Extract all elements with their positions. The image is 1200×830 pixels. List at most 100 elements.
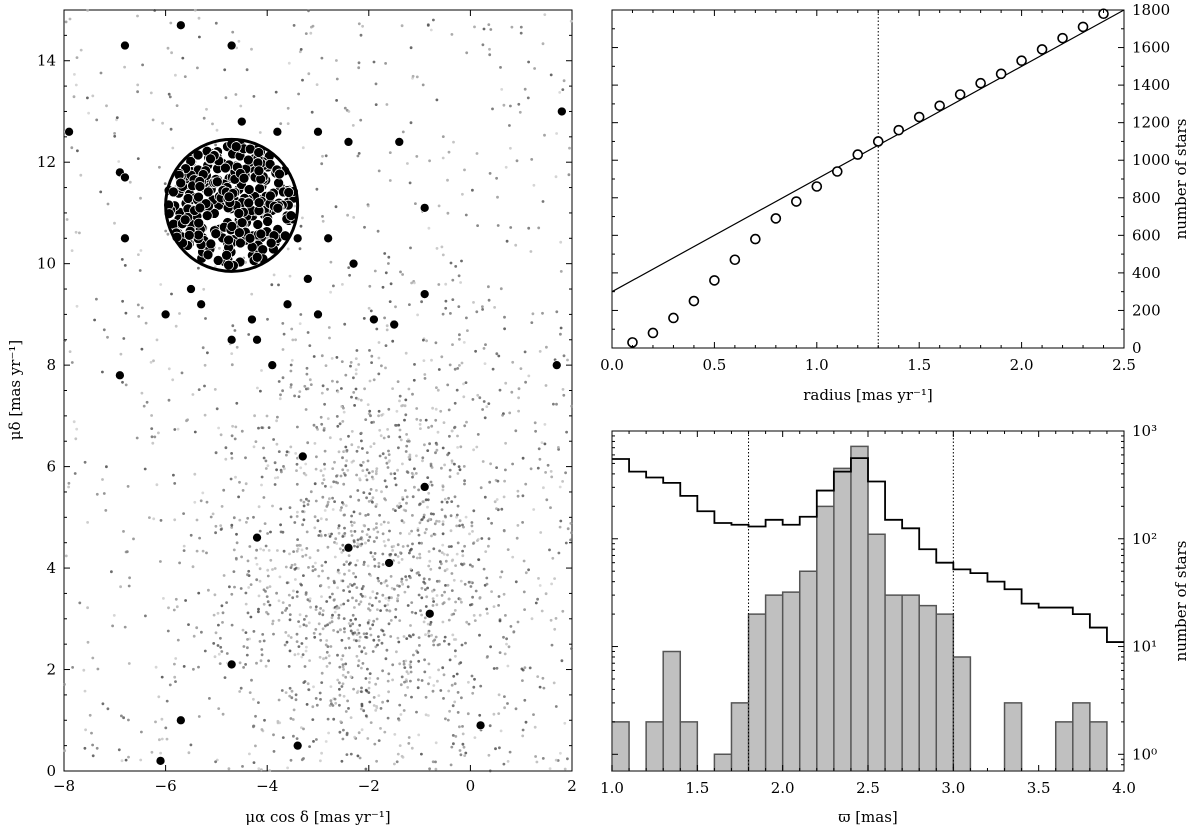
field-point [356, 754, 360, 758]
field-point [221, 621, 224, 624]
field-point [405, 578, 408, 582]
field-point [341, 654, 345, 658]
field-point [411, 74, 415, 78]
field-point [355, 654, 359, 658]
field-point [393, 472, 397, 475]
field-point [389, 619, 393, 622]
field-point [450, 745, 454, 749]
field-point [441, 156, 445, 160]
field-point [411, 475, 414, 479]
field-point [101, 702, 105, 706]
field-point [346, 671, 350, 674]
field-point [434, 451, 437, 455]
field-point [283, 643, 287, 647]
field-point [258, 567, 262, 571]
field-point [367, 306, 371, 310]
field-point [457, 274, 461, 278]
field-point [373, 552, 377, 555]
field-point [538, 350, 542, 353]
field-point [366, 513, 370, 516]
field-point [445, 500, 449, 504]
field-point [288, 274, 292, 278]
field-point [361, 447, 364, 450]
field-point [424, 633, 427, 637]
cluster-member-point [193, 217, 205, 229]
field-point [245, 520, 248, 524]
field-point [203, 649, 207, 653]
field-point [554, 617, 558, 620]
field-point [550, 643, 554, 647]
field-point [534, 601, 538, 605]
field-point [111, 624, 114, 628]
field-point [295, 469, 298, 472]
field-point [341, 468, 345, 472]
field-point [320, 671, 324, 675]
field-point [193, 472, 197, 476]
field-point [164, 726, 168, 730]
field-point [459, 579, 463, 583]
field-point [176, 638, 180, 642]
field-point [398, 428, 402, 432]
field-point [421, 83, 425, 87]
field-point [297, 620, 300, 623]
field-point [303, 618, 306, 621]
field-point [288, 694, 292, 698]
field-point [144, 614, 147, 618]
field-point [415, 155, 419, 158]
p1-xlabel: μα cos δ [mas yr⁻¹] [245, 808, 390, 826]
cluster-member-point [179, 214, 191, 226]
field-point [387, 598, 391, 602]
field-point [306, 331, 310, 334]
field-point [491, 367, 495, 371]
field-point [368, 492, 372, 495]
field-point [319, 517, 323, 521]
field-point [446, 583, 450, 587]
field-point [432, 547, 436, 551]
field-point [412, 555, 415, 559]
field-point [331, 496, 334, 500]
field-point [419, 418, 422, 422]
field-point [456, 434, 459, 438]
field-point [288, 649, 292, 653]
field-point [536, 675, 540, 678]
field-point [150, 427, 154, 430]
field-point [299, 544, 302, 547]
field-point [359, 600, 363, 604]
field-point [504, 614, 507, 617]
field-point [291, 338, 295, 342]
field-point [466, 329, 469, 332]
field-point [191, 565, 195, 569]
field-point [279, 530, 283, 534]
field-point [462, 562, 466, 566]
field-point [471, 188, 474, 192]
field-point [481, 308, 484, 311]
field-point [388, 151, 392, 155]
field-point [140, 347, 144, 351]
field-point [396, 597, 399, 600]
field-point [331, 613, 334, 617]
field-point [537, 447, 541, 451]
field-point [70, 146, 74, 150]
field-point [95, 118, 99, 122]
field-point [306, 682, 310, 686]
field-point [360, 686, 363, 690]
field-point [541, 200, 545, 203]
field-point [422, 620, 426, 624]
cluster-member-point [212, 255, 224, 266]
field-point [543, 423, 547, 426]
field-point [352, 510, 356, 514]
field-point [552, 681, 556, 685]
field-point [321, 609, 325, 612]
field-point [475, 310, 479, 314]
field-point [503, 706, 506, 710]
field-point [296, 510, 299, 514]
field-point [250, 292, 254, 296]
field-point [202, 287, 206, 291]
cluster-member-point [175, 177, 187, 189]
field-point [266, 532, 269, 535]
field-point [136, 303, 140, 307]
field-point [101, 478, 104, 481]
field-point [183, 75, 187, 78]
field-point [426, 449, 430, 452]
field-point [522, 559, 526, 563]
